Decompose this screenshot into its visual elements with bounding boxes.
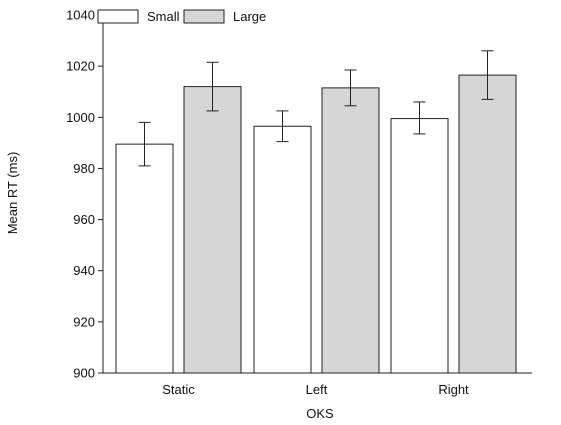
axes: 900 920 940 960 980 1000 1020 1040 Static Left Rig… xyxy=(66,8,532,397)
bar-large-static xyxy=(183,86,242,374)
legend: Small Large xyxy=(97,9,266,24)
legend-label-small: Small xyxy=(147,9,180,24)
y-tick-label: 900 xyxy=(73,366,95,381)
y-tick-label: 940 xyxy=(73,263,95,278)
x-tick-label-left: Left xyxy=(306,382,328,397)
x-axis-title: OKS xyxy=(306,406,334,421)
bar-small-static xyxy=(115,143,174,374)
y-tick-label: 1000 xyxy=(66,110,95,125)
y-tick-label: 980 xyxy=(73,161,95,176)
legend-swatch-large xyxy=(183,9,225,24)
y-axis-title: Mean RT (ms) xyxy=(5,152,20,235)
x-tick-label-static: Static xyxy=(162,382,195,397)
bar-large-left xyxy=(321,87,380,374)
error-bars xyxy=(138,50,494,167)
y-tick-label: 960 xyxy=(73,212,95,227)
x-tick-label-right: Right xyxy=(438,382,469,397)
bars xyxy=(115,74,517,374)
bar-small-left xyxy=(253,125,312,374)
y-tick-label: 1040 xyxy=(66,8,95,23)
bar-small-right xyxy=(390,118,449,374)
y-tick-label: 920 xyxy=(73,314,95,329)
legend-label-large: Large xyxy=(233,9,266,24)
bar-large-right xyxy=(458,74,517,374)
y-tick-label: 1020 xyxy=(66,59,95,74)
legend-swatch-small xyxy=(97,9,139,24)
